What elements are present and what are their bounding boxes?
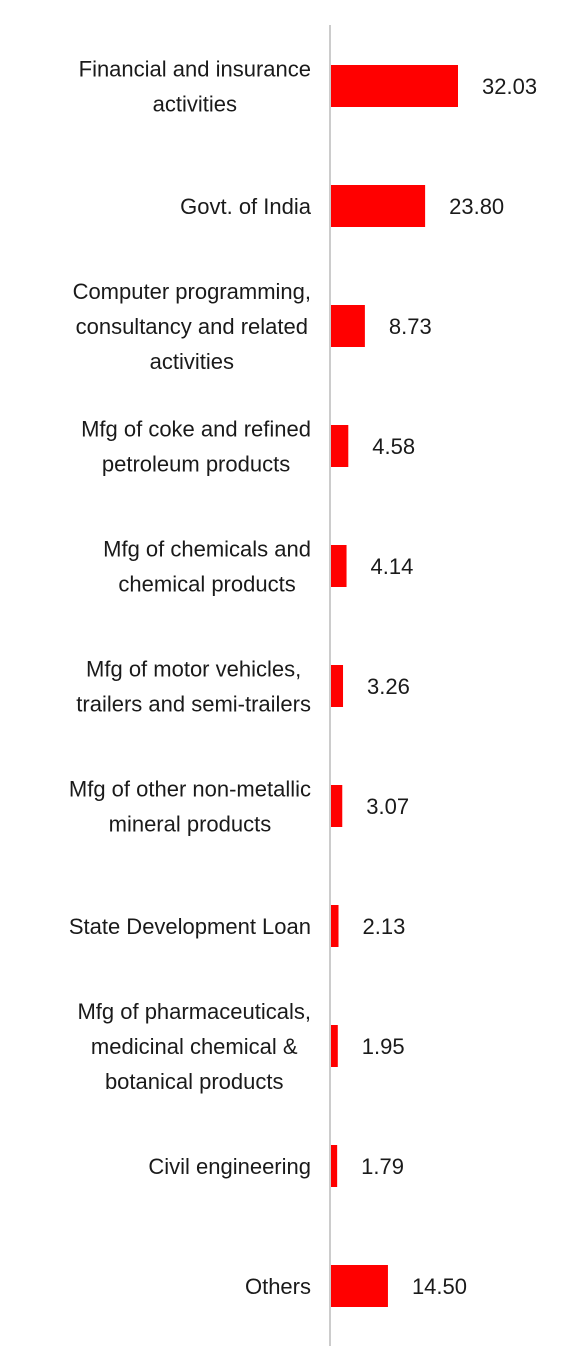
category-label: Mfg of chemicals and chemical products <box>103 537 311 597</box>
data-label: 1.79 <box>361 1154 404 1179</box>
category-label: Mfg of motor vehicles, trailers and semi-… <box>76 657 311 717</box>
category-label: Financial and insurance activities <box>79 57 311 117</box>
category-label: Mfg of coke and refined petroleum product… <box>81 417 311 477</box>
bar <box>330 65 458 107</box>
bar <box>330 1025 338 1067</box>
data-label: 23.80 <box>449 194 504 219</box>
bar <box>330 545 347 587</box>
data-label: 4.14 <box>371 554 414 579</box>
data-label: 2.13 <box>363 914 406 939</box>
bar <box>330 425 349 467</box>
category-label: Computer programming, consultancy and rel… <box>73 279 311 374</box>
value-labels-group: 32.03 23.80 8.73 4.58 4.14 3.26 3.07 2.13 1.95 1.… <box>361 74 537 1299</box>
data-label: 14.50 <box>412 1274 467 1299</box>
category-label: Mfg of other non-metallic mineral product… <box>69 777 311 837</box>
bar <box>330 305 365 347</box>
data-label: 1.95 <box>362 1034 405 1059</box>
data-label: 32.03 <box>482 74 537 99</box>
data-label: 3.07 <box>366 794 409 819</box>
data-label: 4.58 <box>372 434 415 459</box>
category-label: Others <box>245 1274 311 1299</box>
category-label: State Development Loan <box>69 914 311 939</box>
category-label: Mfg of pharmaceuticals, medicinal chemica… <box>77 999 311 1094</box>
bar <box>330 185 426 227</box>
bar <box>330 785 343 827</box>
category-label: Civil engineering <box>148 1154 311 1179</box>
bar <box>330 1145 338 1187</box>
category-labels-group: Financial and insurance activities Govt. o… <box>69 57 312 1300</box>
bar <box>330 665 344 707</box>
data-label: 8.73 <box>389 314 432 339</box>
data-label: 3.26 <box>367 674 410 699</box>
bar <box>330 1265 388 1307</box>
bar <box>330 905 339 947</box>
category-label: Govt. of India <box>180 194 312 219</box>
bars-group <box>330 65 458 1307</box>
